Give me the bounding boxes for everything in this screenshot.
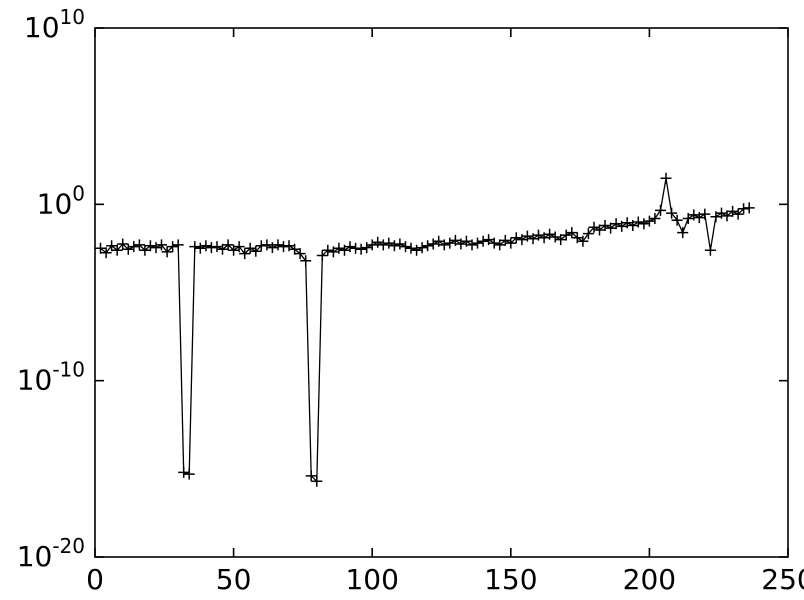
x-tick-label: 150 bbox=[484, 563, 537, 596]
y-tick-label: 100 bbox=[37, 181, 85, 220]
y-tick-label: 10-10 bbox=[17, 358, 85, 397]
y-tick-label: 1010 bbox=[24, 5, 85, 44]
data-series-markers bbox=[95, 172, 755, 487]
x-tick-label: 250 bbox=[761, 563, 804, 596]
x-tick-label: 0 bbox=[86, 563, 104, 596]
data-series-line bbox=[100, 178, 750, 483]
x-tick-label: 50 bbox=[216, 563, 252, 596]
axes-box bbox=[94, 27, 789, 558]
x-tick-label: 200 bbox=[623, 563, 676, 596]
y-tick-label: 10-20 bbox=[17, 534, 85, 573]
x-tick-label: 100 bbox=[345, 563, 398, 596]
